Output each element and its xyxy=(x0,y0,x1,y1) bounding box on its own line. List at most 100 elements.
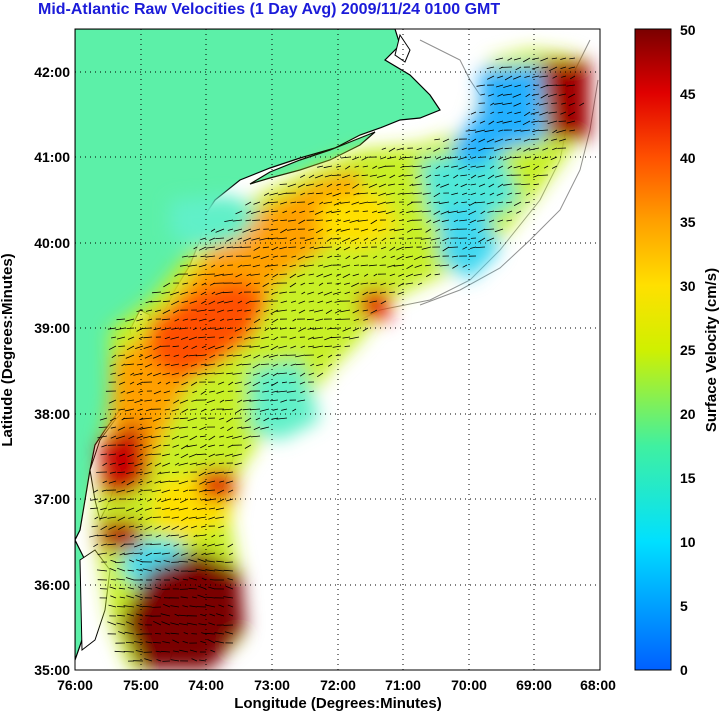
velocity-vector xyxy=(155,650,162,653)
velocity-vector xyxy=(289,237,297,241)
velocity-vector xyxy=(336,183,342,186)
velocity-vector xyxy=(244,381,252,386)
velocity-vector xyxy=(235,390,243,393)
velocity-vector xyxy=(468,210,477,215)
velocity-vector xyxy=(150,300,162,303)
velocity-vector xyxy=(145,641,153,644)
velocity-vector xyxy=(119,552,126,556)
velocity-vector xyxy=(236,426,243,429)
velocity-vector xyxy=(200,614,207,617)
velocity-vector xyxy=(335,246,342,251)
velocity-vector xyxy=(179,534,189,538)
velocity-vector xyxy=(214,632,225,635)
velocity-vector xyxy=(277,372,288,375)
velocity-vector xyxy=(206,569,216,572)
velocity-vector xyxy=(179,264,189,267)
velocity-vector xyxy=(107,621,117,626)
velocity-vector xyxy=(388,282,396,285)
velocity-vector xyxy=(111,336,117,339)
velocity-vector xyxy=(232,372,243,375)
velocity-vector xyxy=(425,264,432,267)
velocity-vector xyxy=(560,57,567,60)
velocity-vector xyxy=(126,595,135,599)
velocity-vector xyxy=(385,210,396,215)
velocity-vector xyxy=(180,453,189,459)
velocity-vector xyxy=(353,192,360,196)
velocity-vector xyxy=(219,552,225,555)
velocity-vector xyxy=(179,399,189,404)
velocity-vector xyxy=(226,237,234,242)
velocity-vector xyxy=(235,210,243,215)
velocity-vector xyxy=(496,120,504,124)
velocity-vector xyxy=(314,174,324,179)
velocity-vector xyxy=(215,228,225,233)
velocity-vector xyxy=(352,156,360,161)
velocity-vector xyxy=(327,363,333,367)
velocity-vector xyxy=(353,318,360,321)
velocity-vector xyxy=(114,650,126,653)
velocity-vector xyxy=(169,291,180,296)
velocity-vector xyxy=(451,165,459,168)
velocity-vector xyxy=(319,201,324,205)
velocity-vector xyxy=(137,408,144,412)
velocity-vector xyxy=(209,237,216,241)
velocity-vector xyxy=(380,282,387,286)
colorbar-ticks: 50 45 40 35 30 25 20 15 10 5 0 xyxy=(680,22,696,678)
x-tick-label: 68:00 xyxy=(580,677,616,693)
velocity-vector xyxy=(260,363,270,365)
velocity-vector xyxy=(471,228,477,231)
velocity-vector xyxy=(345,210,351,214)
velocity-vector xyxy=(315,318,324,322)
velocity-vector xyxy=(253,426,261,431)
velocity-vector xyxy=(242,264,252,267)
velocity-vector xyxy=(324,174,333,178)
velocity-vector xyxy=(506,201,513,204)
velocity-vector xyxy=(398,156,405,161)
velocity-vector xyxy=(272,372,279,377)
velocity-vector xyxy=(316,192,324,195)
velocity-vector xyxy=(118,631,126,635)
velocity-vector xyxy=(91,525,99,528)
velocity-vector xyxy=(171,435,180,440)
velocity-vector xyxy=(479,111,486,113)
velocity-vector xyxy=(430,237,441,241)
velocity-vector xyxy=(163,390,171,394)
velocity-vector xyxy=(215,516,225,519)
y-tick-label: 37:00 xyxy=(34,491,70,507)
velocity-vector xyxy=(264,318,270,322)
velocity-vector xyxy=(524,84,531,88)
velocity-vector xyxy=(282,210,288,214)
velocity-vector xyxy=(235,273,243,278)
velocity-vector xyxy=(362,327,369,332)
velocity-vector xyxy=(219,444,225,447)
velocity-vector xyxy=(155,568,162,572)
velocity-vector xyxy=(145,300,153,304)
velocity-vector xyxy=(317,291,324,295)
velocity-vector xyxy=(309,246,315,249)
velocity-vector xyxy=(371,237,378,242)
velocity-vector xyxy=(478,138,486,143)
velocity-vector xyxy=(313,246,324,250)
velocity-vector xyxy=(151,453,162,455)
velocity-vector xyxy=(116,336,126,340)
velocity-vector xyxy=(164,363,171,366)
velocity-vector xyxy=(372,165,378,169)
velocity-vector xyxy=(263,417,270,422)
velocity-vector xyxy=(181,381,189,386)
velocity-vector xyxy=(261,210,270,214)
velocity-vector xyxy=(264,327,270,331)
velocity-vector xyxy=(295,363,306,366)
velocity-vector xyxy=(304,237,315,241)
velocity-vector xyxy=(105,534,117,538)
velocity-vector xyxy=(331,174,342,176)
velocity-vector xyxy=(249,399,261,402)
velocity-vector xyxy=(552,75,558,79)
velocity-vector xyxy=(363,237,369,241)
velocity-vector xyxy=(498,156,504,161)
velocity-vector xyxy=(263,309,270,313)
velocity-vector xyxy=(414,255,423,260)
velocity-vector xyxy=(406,264,414,270)
velocity-vector xyxy=(262,381,270,385)
velocity-vector xyxy=(470,165,477,168)
velocity-vector xyxy=(170,336,180,340)
